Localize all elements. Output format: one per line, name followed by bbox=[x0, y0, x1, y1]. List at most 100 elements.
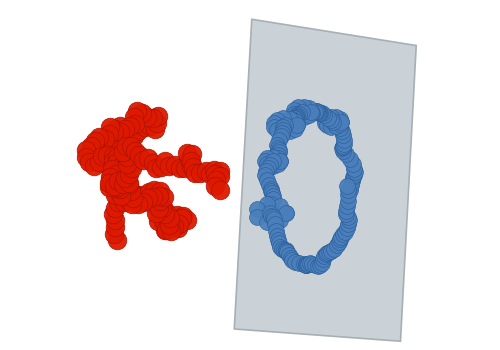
Point bbox=[332, 124, 340, 129]
Point bbox=[348, 178, 356, 184]
Point bbox=[268, 190, 276, 196]
Point bbox=[104, 152, 112, 158]
Point bbox=[276, 159, 284, 164]
Point bbox=[154, 195, 162, 200]
Point bbox=[131, 121, 139, 127]
Point bbox=[344, 193, 352, 198]
Point bbox=[323, 115, 331, 120]
Point bbox=[294, 114, 302, 119]
Point bbox=[286, 128, 294, 134]
Point bbox=[336, 239, 344, 245]
Point bbox=[140, 193, 148, 198]
Point bbox=[302, 262, 310, 268]
Point bbox=[314, 109, 322, 114]
Point bbox=[274, 152, 282, 158]
Point bbox=[186, 158, 194, 163]
Point bbox=[124, 180, 132, 186]
Point bbox=[274, 127, 281, 133]
Point bbox=[276, 218, 284, 223]
Point bbox=[283, 250, 291, 255]
Point bbox=[286, 116, 294, 121]
Point bbox=[268, 213, 276, 219]
Point bbox=[106, 124, 114, 130]
Point bbox=[113, 154, 121, 159]
Point bbox=[128, 202, 136, 207]
Point bbox=[312, 108, 320, 114]
Point bbox=[111, 218, 119, 223]
Point bbox=[110, 183, 118, 189]
Point bbox=[302, 262, 310, 267]
Point bbox=[342, 212, 350, 217]
Point bbox=[151, 126, 159, 132]
Point bbox=[336, 125, 344, 130]
Point bbox=[116, 165, 124, 171]
Point bbox=[290, 107, 298, 113]
Point bbox=[344, 198, 351, 204]
Point bbox=[170, 162, 178, 168]
Point bbox=[157, 201, 165, 206]
Point bbox=[305, 106, 313, 111]
Point bbox=[262, 168, 270, 173]
Point bbox=[91, 138, 99, 144]
Point bbox=[126, 136, 134, 142]
Point bbox=[324, 116, 332, 121]
Point bbox=[174, 212, 182, 217]
Point bbox=[140, 124, 148, 130]
Point bbox=[252, 206, 260, 212]
Point bbox=[338, 128, 346, 134]
Point bbox=[118, 181, 126, 187]
Point bbox=[183, 150, 191, 155]
Point bbox=[305, 112, 313, 118]
Point bbox=[326, 248, 334, 254]
Point bbox=[268, 159, 276, 164]
Point bbox=[158, 206, 166, 211]
Point bbox=[112, 186, 120, 191]
Point bbox=[134, 202, 142, 207]
Point bbox=[156, 198, 164, 204]
Point bbox=[117, 130, 125, 135]
Point bbox=[133, 108, 141, 114]
Point bbox=[179, 213, 187, 218]
Point bbox=[166, 215, 174, 221]
Point bbox=[127, 147, 135, 153]
Point bbox=[120, 199, 128, 205]
Point bbox=[347, 183, 355, 188]
Point bbox=[339, 148, 347, 153]
Point bbox=[106, 174, 114, 180]
Point bbox=[300, 261, 308, 267]
Point bbox=[115, 180, 123, 185]
Point bbox=[311, 262, 319, 268]
Point bbox=[162, 211, 170, 217]
Point bbox=[342, 208, 350, 213]
Point bbox=[123, 175, 131, 181]
Point bbox=[178, 215, 186, 221]
Point bbox=[159, 217, 167, 223]
Point bbox=[344, 221, 352, 227]
Point bbox=[326, 118, 334, 123]
Point bbox=[114, 177, 122, 183]
Point bbox=[304, 261, 312, 266]
Point bbox=[110, 173, 118, 178]
Point bbox=[170, 220, 178, 226]
Point bbox=[174, 225, 182, 231]
Point bbox=[350, 175, 358, 180]
Point bbox=[315, 110, 323, 116]
Point bbox=[156, 188, 164, 194]
Point bbox=[148, 160, 156, 166]
Point bbox=[129, 193, 137, 199]
Point bbox=[279, 127, 287, 133]
Point bbox=[116, 193, 124, 199]
Point bbox=[276, 159, 284, 164]
Point bbox=[110, 133, 118, 139]
Point bbox=[116, 173, 124, 179]
Point bbox=[190, 170, 198, 176]
Point bbox=[267, 189, 275, 194]
Point bbox=[206, 172, 214, 177]
Point bbox=[104, 180, 112, 186]
Point bbox=[106, 142, 114, 148]
Point bbox=[308, 261, 316, 267]
Point bbox=[126, 123, 134, 128]
Point bbox=[114, 167, 122, 173]
Point bbox=[273, 233, 281, 239]
Point bbox=[274, 117, 281, 122]
